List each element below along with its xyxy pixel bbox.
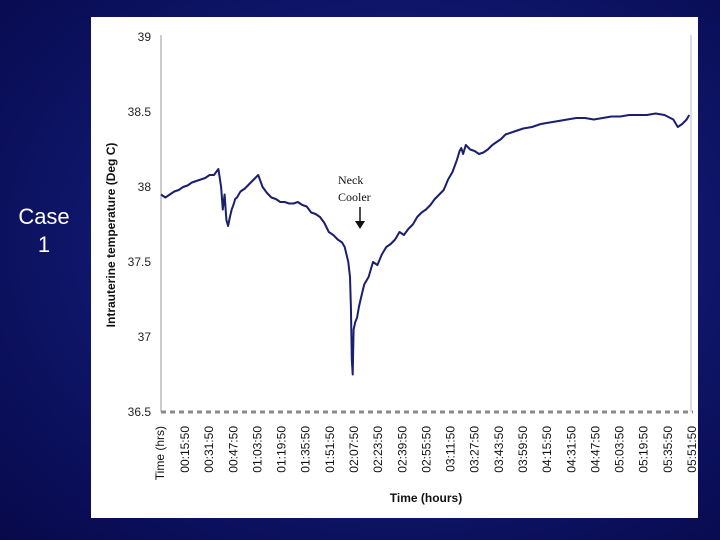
x-tick-label: 04:31:50	[564, 426, 578, 473]
x-tick-label: 03:59:50	[516, 426, 530, 473]
temperature-series-line	[160, 112, 691, 376]
case-label: Case 1	[12, 203, 76, 259]
x-tick-label: 05:03:50	[613, 426, 627, 473]
annotation-arrow-head	[355, 221, 365, 229]
x-axis-ticks: 00:15:50 00:31:50 00:47:50 01:03:50 01:19:50…	[178, 426, 698, 473]
y-tick-label: 38	[138, 180, 152, 194]
y-axis-title: Intrauterine temperature (Deg C)	[104, 143, 118, 328]
x-tick-label: 00:15:50	[178, 426, 192, 473]
y-tick-label: 39	[138, 30, 152, 44]
x-tick-label: 05:19:50	[637, 426, 651, 473]
x-tick-label: 04:47:50	[588, 426, 602, 473]
x-tick-label: 04:15:50	[540, 426, 554, 473]
x-axis-title: Time (hours)	[390, 491, 462, 505]
x-tick-label: 03:27:50	[468, 426, 482, 473]
x-tick-label: 05:51:50	[685, 426, 698, 473]
y-tick-label: 37.5	[128, 255, 152, 269]
x-tick-label: 02:55:50	[419, 426, 433, 473]
temperature-chart: 39 38.5 38 37.5 37 36.5 Intrauterine temperat…	[104, 30, 698, 505]
x-tick-label: 01:35:50	[299, 426, 313, 473]
y-tick-label: 37	[138, 330, 152, 344]
x-tick-label: 05:35:50	[661, 426, 675, 473]
chart-panel: 39 38.5 38 37.5 37 36.5 Intrauterine temperat…	[91, 17, 698, 518]
x-tick-label: 01:03:50	[250, 426, 264, 473]
x-tick-label: 03:43:50	[492, 426, 506, 473]
x-tick-label: 00:31:50	[202, 426, 216, 473]
x-tick-label: 02:23:50	[371, 426, 385, 473]
y-tick-label: 36.5	[128, 405, 152, 419]
case-label-line: Case	[18, 204, 70, 229]
series-group	[160, 112, 691, 376]
x-tick-label: 01:19:50	[275, 426, 289, 473]
x-axis-header: Time (hrs)	[153, 426, 167, 480]
x-tick-label: 00:47:50	[226, 426, 240, 473]
neck-cooler-annotation: Neck Cooler	[338, 173, 371, 229]
annotation-line-1: Neck	[338, 173, 363, 187]
y-tick-label: 38.5	[128, 105, 152, 119]
x-tick-label: 02:39:50	[395, 426, 409, 473]
x-tick-label: 01:51:50	[323, 426, 337, 473]
annotation-line-2: Cooler	[338, 190, 371, 204]
y-axis-ticks: 39 38.5 38 37.5 37 36.5	[128, 30, 152, 419]
case-label-line: 1	[37, 232, 51, 257]
x-tick-label: 03:11:50	[444, 426, 458, 472]
x-tick-label: 02:07:50	[347, 426, 361, 473]
